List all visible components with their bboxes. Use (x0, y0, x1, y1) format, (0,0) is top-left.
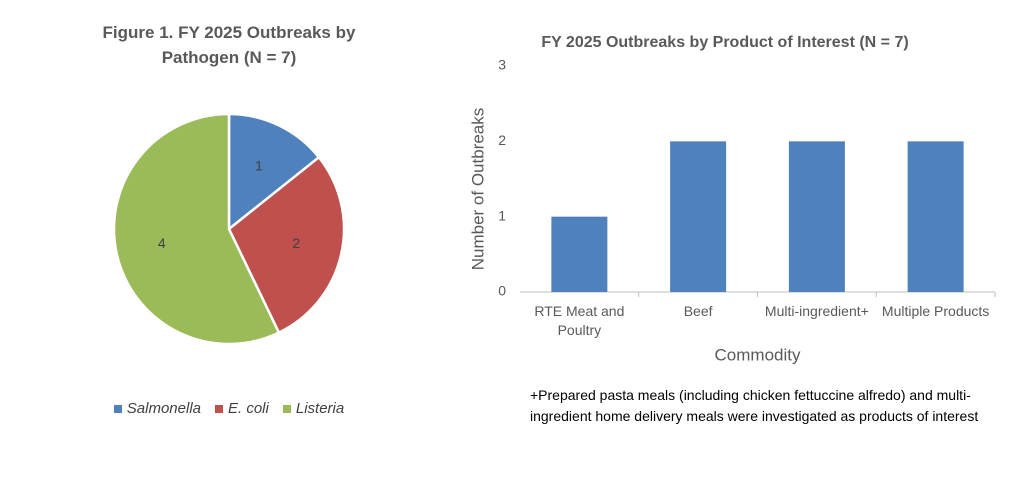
bar (551, 216, 608, 292)
pie-title: Figure 1. FY 2025 Outbreaks by Pathogen … (102, 23, 356, 67)
legend-swatch (215, 405, 223, 414)
data-label: 2 (292, 235, 300, 251)
y-axis-title: Number of Outbreaks (468, 108, 487, 271)
legend-label: Listeria (295, 400, 345, 417)
x-tick-label: Multiple Products (881, 303, 990, 319)
y-tick-label: 0 (498, 283, 506, 299)
legend-label: Salmonella (126, 400, 201, 417)
data-label: 1 (255, 158, 263, 174)
legend: Salmonella E. coli Listeria (60, 400, 398, 417)
pie-slice (227, 155, 346, 335)
bar (788, 141, 845, 292)
y-tick-label: 2 (498, 132, 506, 148)
legend-item: Salmonella (113, 400, 201, 417)
pie-slice (227, 112, 321, 232)
legend-item: Listeria (282, 400, 345, 417)
data-label: 4 (158, 235, 166, 251)
legend-label: E. coli (228, 400, 269, 417)
x-tick-label: Beef (683, 303, 713, 319)
bar-title: FY 2025 Outbreaks by Product of Interest… (541, 34, 909, 51)
y-tick-label: 1 (498, 207, 506, 223)
pie-slice (112, 112, 281, 346)
legend-swatch (282, 405, 291, 414)
footnote: +Prepared pasta meals (including chicken… (530, 387, 979, 424)
bar (907, 141, 964, 292)
x-axis-title: Commodity (715, 345, 801, 364)
legend-item: E. coli (215, 400, 269, 417)
x-tick-label: RTE Meat and Poultry (534, 303, 625, 338)
legend-swatch (113, 405, 122, 414)
x-tick-label: Multi-ingredient+ (764, 303, 869, 319)
y-tick-label: 3 (498, 57, 506, 73)
bar (670, 141, 727, 292)
